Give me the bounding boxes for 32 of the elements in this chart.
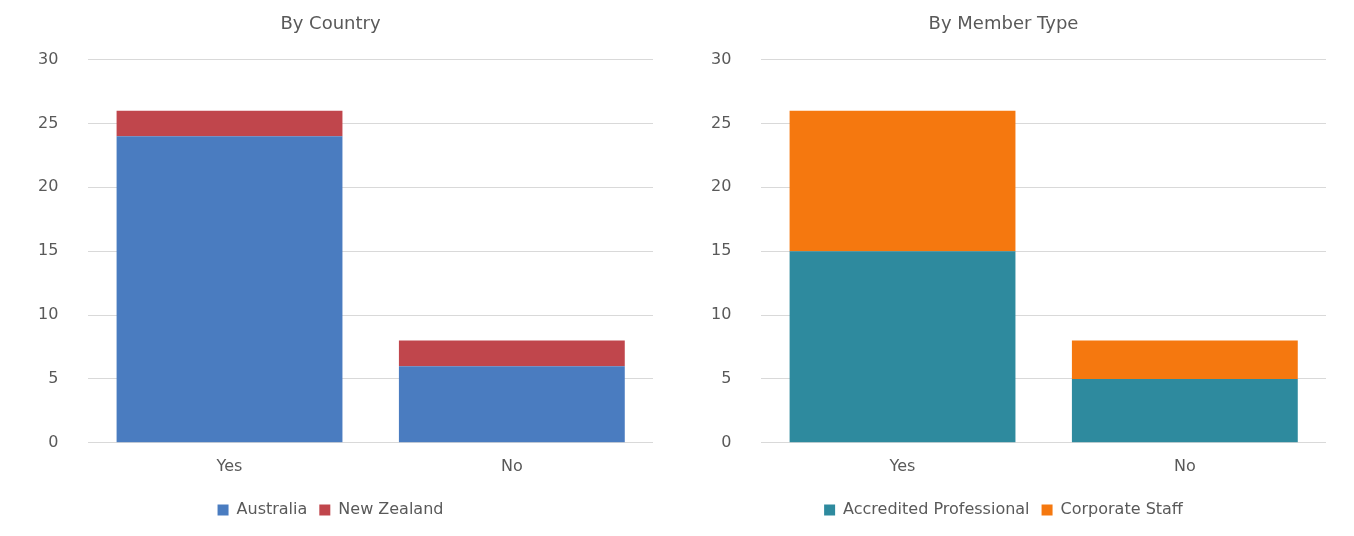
legend-label: Australia <box>236 499 308 519</box>
bar <box>789 110 1016 252</box>
y-tick-label: 10 <box>38 304 59 324</box>
y-tick-label: 30 <box>38 48 59 68</box>
y-tick-label: 20 <box>38 176 59 196</box>
x-tick-label: No <box>1173 455 1196 475</box>
x-tick-label: Yes <box>888 455 916 475</box>
bar <box>398 340 625 367</box>
x-tick-label: Yes <box>215 455 243 475</box>
y-tick-label: 15 <box>711 240 732 260</box>
chart-title: By Member Type <box>928 12 1079 34</box>
y-tick-label: 0 <box>721 431 732 451</box>
legend-label: Corporate Staff <box>1060 499 1184 519</box>
y-tick-label: 25 <box>711 112 732 132</box>
bar <box>1071 340 1298 379</box>
y-tick-label: 25 <box>38 112 59 132</box>
y-tick-label: 5 <box>721 368 732 388</box>
bar <box>398 366 625 443</box>
bar <box>1071 378 1298 443</box>
y-tick-label: 20 <box>711 176 732 196</box>
legend-label: New Zealand <box>338 499 444 519</box>
y-tick-label: 15 <box>38 240 59 260</box>
y-tick-label: 10 <box>711 304 732 324</box>
legend-label: Accredited Professional <box>843 499 1030 519</box>
y-tick-label: 0 <box>48 431 59 451</box>
bar <box>116 136 343 443</box>
x-tick-label: No <box>500 455 523 475</box>
y-tick-label: 5 <box>48 368 59 388</box>
chart-title: By Country <box>280 12 381 34</box>
bar <box>789 251 1016 443</box>
bar <box>116 110 343 137</box>
y-tick-label: 30 <box>711 48 732 68</box>
